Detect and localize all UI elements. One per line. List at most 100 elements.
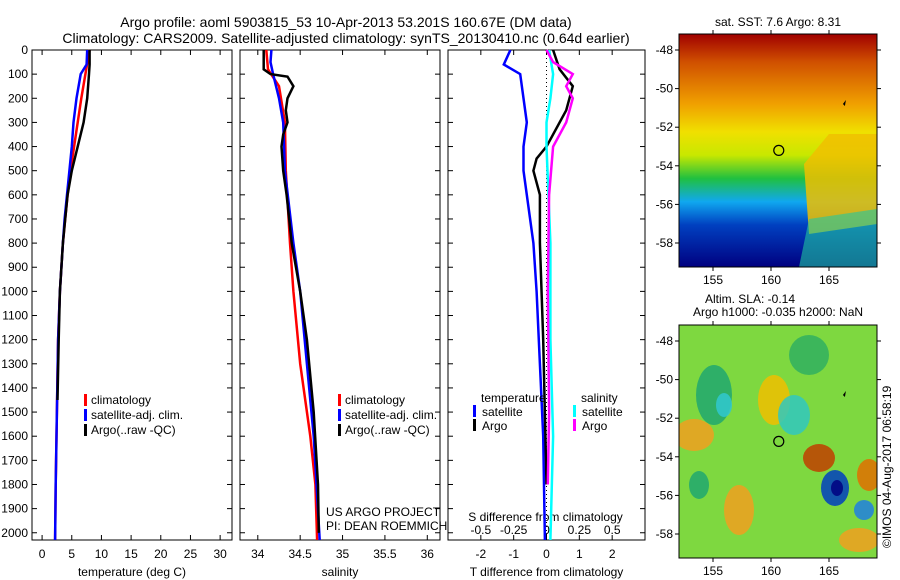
legend-swatch [338, 394, 341, 406]
s-tick-label: 0.25 [568, 523, 592, 537]
legend-label: satellite-adj. clim. [91, 408, 183, 422]
legend-swatch [338, 409, 341, 421]
lon-tick-label: 155 [703, 273, 723, 287]
legend-label: Argo(..raw -QC) [345, 423, 430, 437]
y-tick-label: 1800 [1, 477, 28, 491]
s-tick-label: -0.5 [470, 523, 491, 537]
imos-timestamp: ©IMOS 04-Aug-2017 06:58:19 [880, 385, 894, 548]
legend-label: climatology [345, 393, 405, 407]
lon-tick-label: 155 [703, 564, 723, 578]
y-tick-label: 2000 [1, 526, 28, 540]
panel-salinity: 34 34.5 35 35.5 36 salinity climatologysatelli… [239, 49, 447, 579]
y-tick-label: 500 [8, 164, 28, 178]
annotation-project: US ARGO PROJECT [326, 505, 441, 519]
sla-map-title-2: Argo h1000: -0.035 h2000: NaN [693, 305, 863, 319]
lon-tick-label: 160 [761, 273, 781, 287]
lat-tick-label: -52 [656, 120, 674, 134]
x-tick-label: -1 [508, 547, 519, 561]
legend-swatch [573, 405, 576, 417]
s-tick-label: -0.25 [500, 523, 528, 537]
legend-swatch [573, 419, 576, 431]
lon-tick-label: 165 [819, 273, 839, 287]
annotation-pi: PI: DEAN ROEMMICH [326, 519, 447, 533]
sla-anomaly [789, 335, 829, 375]
lon-tick-label: 160 [761, 564, 781, 578]
lat-tick-label: -50 [656, 373, 674, 387]
map-frame [678, 324, 878, 559]
sla-anomaly [778, 395, 810, 435]
lat-tick-label: -54 [656, 450, 674, 464]
series-line-satellite-adj-clim- [269, 49, 321, 541]
sla-anomaly [679, 419, 714, 451]
x-tick-label: 15 [124, 547, 138, 561]
y-tick-label: 700 [8, 212, 28, 226]
lat-tick-label: -56 [656, 488, 674, 502]
legend-temperature-heading: temperature [481, 391, 546, 405]
legend-label: Argo [582, 419, 608, 433]
sla-anomaly [689, 471, 709, 499]
series-line-argo-raw-qc- [262, 50, 321, 533]
legend-label: climatology [91, 393, 151, 407]
x-tick-label: 25 [184, 547, 198, 561]
series-line-argo-raw-qc- [56, 50, 91, 401]
y-tick-label: 1700 [1, 453, 28, 467]
sst-map-title: sat. SST: 7.6 Argo: 8.31 [715, 15, 841, 29]
y-tick-label: 1300 [1, 357, 28, 371]
lat-tick-label: -48 [656, 43, 674, 57]
sla-anomaly [716, 393, 732, 417]
y-tick-label: 600 [8, 188, 28, 202]
sla-anomaly [831, 480, 843, 496]
panel-difference: -2 -1 0 1 2 T difference from climatology -0.5… [447, 49, 646, 579]
x-axis-label: T difference from climatology [470, 565, 624, 579]
legend-label: satellite-adj. clim. [345, 408, 437, 422]
x-tick-label: 2 [609, 547, 616, 561]
title-line2: Climatology: CARS2009. Satellite-adjuste… [62, 30, 629, 46]
legend-label: Argo [482, 419, 508, 433]
series-line-t-satellite [502, 49, 547, 541]
legend-swatch [338, 424, 341, 436]
lat-tick-label: -58 [656, 527, 674, 541]
x-tick-label: 35.5 [373, 547, 397, 561]
map-frame [678, 33, 878, 268]
lat-tick-label: -56 [656, 197, 674, 211]
sst-field [679, 34, 877, 267]
legend-swatch [84, 409, 87, 421]
y-tick-label: 1200 [1, 333, 28, 347]
series-line-s-satellite [545, 49, 555, 541]
y-tick-label: 0 [21, 43, 28, 57]
x-tick-label: 36 [421, 547, 435, 561]
lat-tick-label: -58 [656, 236, 674, 250]
legend-salinity-heading: salinity [581, 391, 618, 405]
legend-label: Argo(..raw -QC) [91, 423, 176, 437]
x-tick-label: 10 [95, 547, 109, 561]
lat-tick-label: -50 [656, 82, 674, 96]
legend-label: satellite [582, 405, 623, 419]
warm-tongue [804, 134, 877, 234]
sla-anomaly [724, 485, 754, 535]
y-tick-label: 1100 [2, 309, 28, 323]
sla-field [679, 325, 877, 558]
x-tick-label: 20 [154, 547, 168, 561]
sla-anomaly [839, 528, 877, 552]
legend-label: satellite [482, 405, 523, 419]
island-icon [842, 391, 846, 398]
y-tick-label: 1000 [1, 284, 28, 298]
sst-map: 155 160 165 -48 -50 -52 -54 -56 -58 [656, 30, 881, 287]
x-axis-label: salinity [322, 565, 359, 579]
s-tick-label: 0.5 [604, 523, 621, 537]
x-tick-label: 0 [39, 547, 46, 561]
legend-swatch [84, 424, 87, 436]
y-tick-label: 200 [8, 91, 28, 105]
legend-swatch [84, 394, 87, 406]
lat-tick-label: -48 [656, 334, 674, 348]
y-tick-label: 1600 [1, 429, 28, 443]
sla-map-title-1: Altim. SLA: -0.14 [705, 292, 795, 306]
y-tick-label: 1400 [1, 381, 28, 395]
plot-frame [31, 49, 233, 541]
sla-anomaly [803, 444, 835, 472]
x-tick-label: 30 [213, 547, 227, 561]
y-tick-label: 1500 [1, 405, 28, 419]
lat-tick-label: -54 [656, 159, 674, 173]
lat-tick-label: -52 [656, 411, 674, 425]
